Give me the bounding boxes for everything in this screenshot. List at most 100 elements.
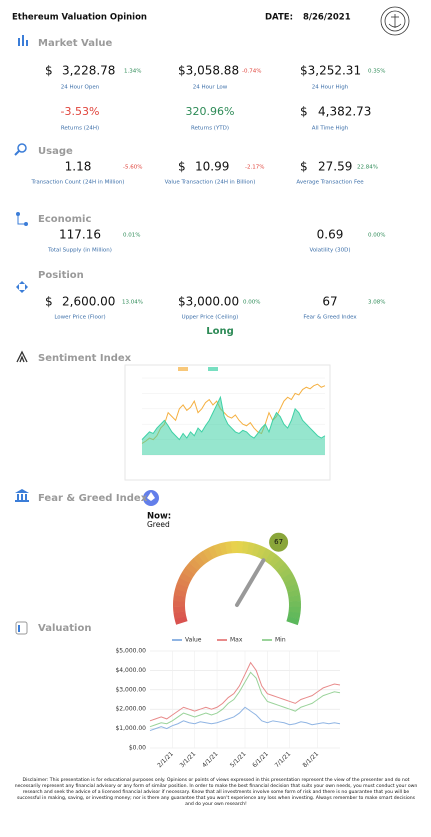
gauge-band [286, 616, 300, 626]
metric-label: Returns (YTD) [191, 126, 229, 132]
legend-label: Min [275, 637, 286, 644]
gauge-band [173, 600, 186, 608]
metric-value: 3,228.78 [62, 64, 115, 78]
y-tick-label: $4,000.00 [115, 667, 146, 674]
x-tick-label: 3/1/21 [179, 750, 198, 769]
metric-label: Average Transaction Fee [296, 180, 364, 186]
metric-value: 0.69 [317, 228, 344, 242]
gauge-badge [269, 532, 289, 552]
metric-label: Transaction Count (24H in Million) [31, 180, 125, 186]
section-title: Position [38, 270, 84, 281]
metric-label: All Time High [312, 126, 349, 132]
gauge-band [207, 545, 219, 559]
section-title: Economic [38, 214, 91, 225]
metric-label: Value Transaction (24H in Billion) [165, 180, 256, 186]
gauge-band [288, 606, 301, 614]
metric-value: 1.18 [65, 160, 92, 174]
legend-label: Value [185, 637, 202, 644]
line [141, 395, 326, 441]
metric-value: 67 [322, 295, 337, 309]
line [141, 383, 326, 444]
metric-change: 22.84% [357, 165, 378, 171]
gauge-band [225, 541, 233, 554]
x-tick-label: 8/1/21 [302, 750, 321, 769]
gauge-band [174, 616, 188, 625]
area [142, 397, 325, 455]
legend-swatch [178, 367, 188, 371]
y-tick-label: $1,000.00 [115, 725, 146, 732]
y-tick-label: $5,000.00 [115, 648, 146, 655]
logo [380, 6, 410, 36]
gauge-band [288, 594, 301, 602]
metric-value: 4,382.73 [318, 105, 371, 119]
section-title: Valuation [38, 623, 91, 634]
metric-change: -0.74% [242, 69, 261, 75]
position-signal: Long [206, 326, 234, 337]
gauge-band [173, 588, 187, 597]
date: 8/26/2021 [303, 13, 351, 23]
gauge-band [256, 545, 267, 559]
gauge-band [175, 583, 189, 593]
gauge-band [237, 541, 244, 554]
gauge-band [272, 558, 286, 571]
now-label: Now: [147, 512, 171, 522]
metric-value: $3,000.00 [178, 295, 239, 309]
gauge-band [188, 558, 202, 571]
gauge-band [287, 589, 301, 598]
section-title: Usage [38, 146, 73, 157]
metric-value: 10.99 [195, 160, 229, 174]
y-tick-label: $2,000.00 [115, 706, 146, 713]
x-tick-label: 4/1/21 [201, 750, 220, 769]
legend-label: Max [230, 637, 243, 644]
gauge-band [193, 554, 206, 568]
gauge-band [179, 572, 193, 583]
page-title: Ethereum Valuation Opinion [12, 13, 147, 23]
currency: $ [300, 160, 308, 174]
gauge-band [173, 594, 186, 602]
metric-value: 117.16 [59, 228, 101, 242]
gauge-band [251, 543, 261, 557]
gauge-band [197, 550, 210, 564]
metric-change: 13.04% [122, 300, 143, 306]
gauge-band [281, 572, 296, 584]
currency: $ [178, 160, 186, 174]
metric-label: 24 Hour Low [193, 85, 228, 91]
gauge-band [260, 547, 272, 562]
line [149, 671, 341, 728]
gauge-band [219, 542, 228, 556]
metric-change: 0.01% [123, 233, 140, 239]
gauge-band [176, 577, 191, 588]
gauge-band [276, 562, 289, 575]
x-tick-label: 2/1/21 [156, 750, 175, 769]
gauge-band [181, 567, 196, 579]
metric-value: -3.53% [61, 105, 100, 118]
gauge-band [185, 562, 199, 575]
x-tick-label: 6/1/21 [251, 750, 270, 769]
currency: $ [45, 295, 53, 309]
gauge-band [230, 541, 238, 554]
metric-value: 2,600.00 [62, 295, 115, 309]
gauge-value: 67 [274, 538, 283, 546]
metric-value: 27.59 [318, 160, 352, 174]
gauge-band [213, 543, 223, 557]
metric-change: 3.08% [368, 300, 385, 306]
currency: $ [300, 105, 308, 119]
section-title: Fear & Greed Index [38, 493, 148, 504]
metric-label: 24 Hour High [312, 85, 349, 91]
date-label: DATE: [265, 13, 293, 23]
x-tick-label: 5/1/21 [229, 750, 248, 769]
metric-label: 24 Hour Open [61, 85, 100, 91]
line [149, 706, 341, 732]
metric-value: $3,252.31 [300, 64, 361, 78]
line [149, 661, 341, 722]
gauge-band [202, 547, 214, 562]
gauge-band [173, 606, 186, 614]
metric-change: 1.34% [124, 69, 141, 75]
y-tick-label: $0.00 [129, 745, 146, 752]
section-title: Sentiment Index [38, 353, 132, 364]
gauge-band [279, 567, 293, 579]
legend-swatch [208, 367, 218, 371]
gauge-band [246, 542, 256, 556]
disclaimer: Disclaimer: This presentation is for edu… [14, 778, 418, 807]
